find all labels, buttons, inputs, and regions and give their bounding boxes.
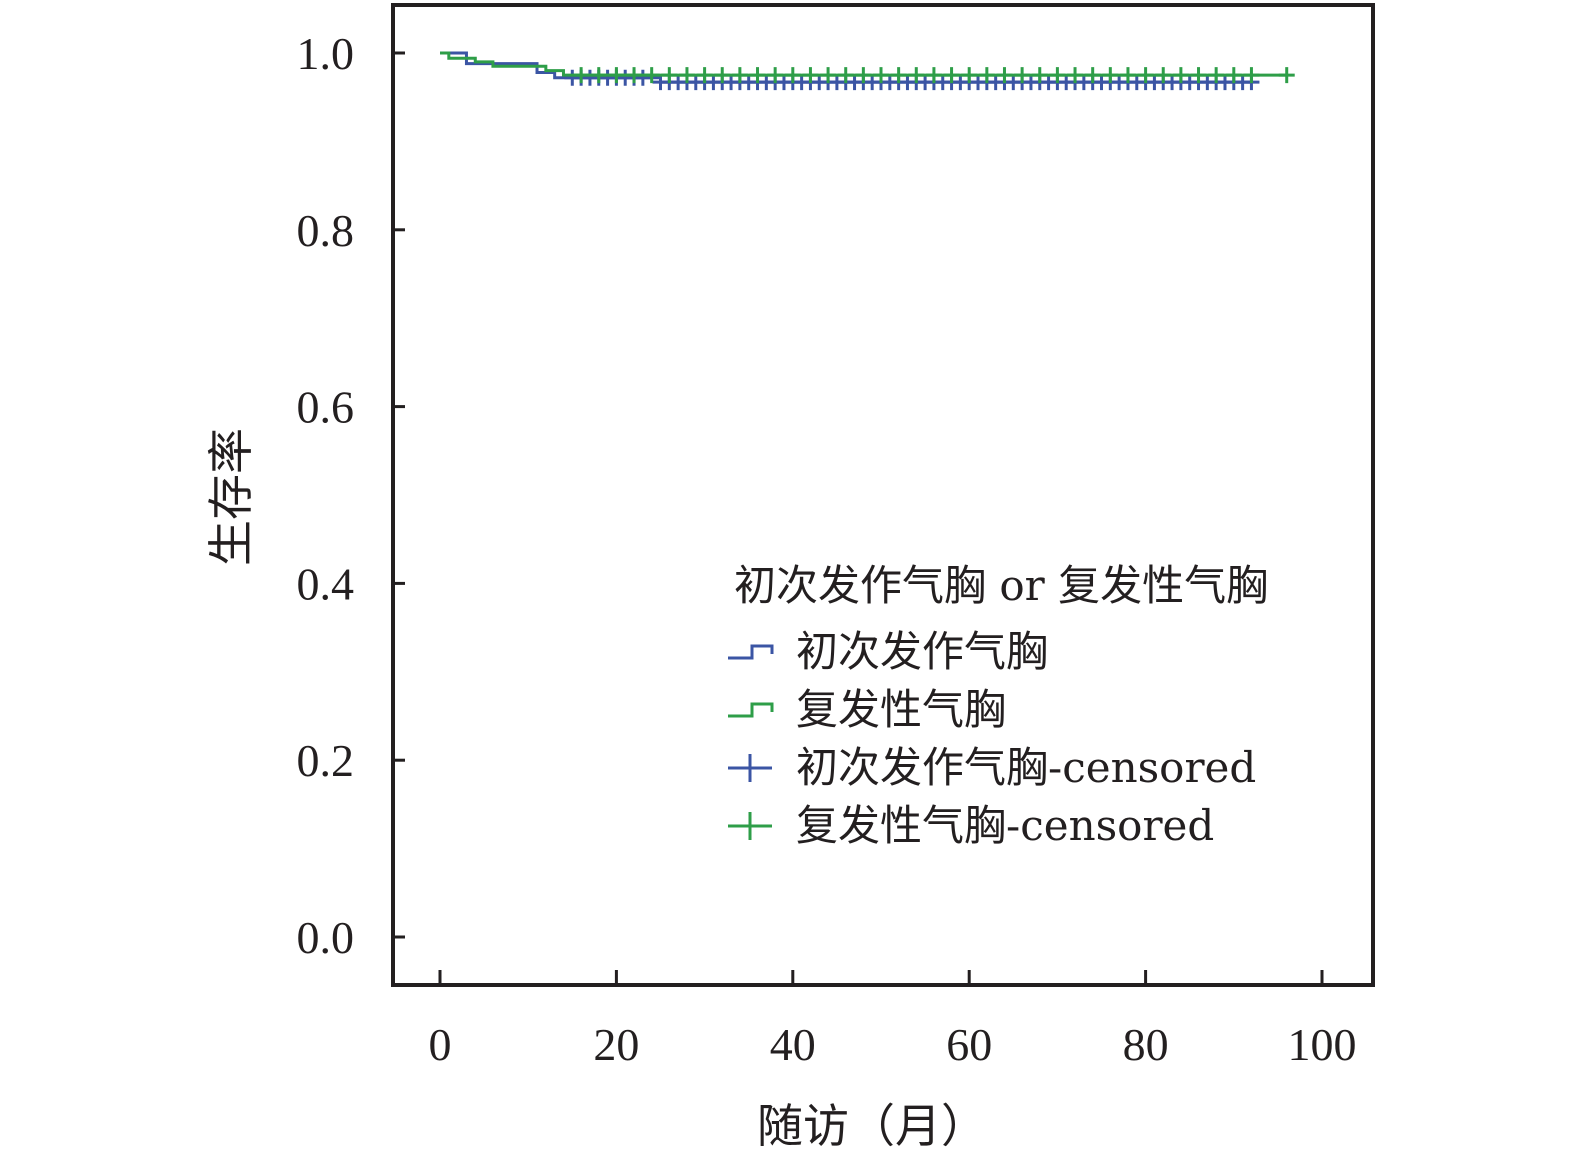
censor-mark: [908, 67, 925, 84]
legend: 初次发作气胸 or 复发性气胸 初次发作气胸复发性气胸初次发作气胸-censor…: [728, 561, 1268, 850]
legend-label: 复发性气胸: [796, 685, 1006, 734]
censor-mark: [608, 67, 625, 84]
legend-label: 初次发作气胸: [796, 627, 1048, 676]
censor-mark: [784, 67, 801, 84]
censor-mark: [767, 67, 784, 84]
x-axis-title: 随访（月）: [757, 1099, 987, 1153]
censor-mark: [626, 67, 643, 84]
y-tick-label: 0.8: [297, 205, 355, 256]
legend-entry: 复发性气胸: [728, 685, 1006, 734]
y-tick-label: 0.0: [297, 912, 355, 963]
censor-mark: [714, 67, 731, 84]
y-tick-label: 1.0: [297, 28, 355, 79]
legend-label: 复发性气胸-censored: [796, 801, 1214, 850]
y-axis-title: 生存率: [204, 428, 258, 566]
censor-mark: [590, 67, 607, 84]
survival-step-line: [440, 51, 1287, 77]
censor-mark: [1278, 67, 1295, 84]
censor-mark: [873, 67, 889, 84]
y-tick-label: 0.2: [297, 735, 355, 786]
censor-mark: [678, 67, 695, 84]
censor-mark: [943, 67, 960, 84]
censor-mark: [1049, 67, 1066, 84]
censor-mark: [731, 67, 748, 84]
censor-mark: [855, 67, 872, 84]
censor-mark: [1190, 67, 1207, 84]
censor-mark: [1102, 67, 1119, 84]
legend-entry: 复发性气胸-censored: [728, 801, 1214, 850]
legend-step-symbol: [728, 644, 774, 660]
y-axis: 0.0 0.2 0.4 0.6 0.8 1.0: [297, 28, 405, 963]
censor-mark: [661, 67, 678, 84]
x-axis: 0 20 40 60 80 100: [429, 970, 1357, 1070]
censor-mark: [978, 67, 995, 84]
censor-mark: [996, 67, 1013, 84]
censor-mark: [1208, 67, 1225, 84]
censor-mark: [1119, 67, 1136, 84]
y-tick-label: 0.6: [297, 382, 355, 433]
y-tick-label: 0.4: [297, 558, 355, 609]
legend-title: 初次发作气胸 or 复发性气胸: [734, 561, 1268, 610]
x-tick-label: 20: [593, 1019, 639, 1070]
censor-mark: [643, 67, 660, 84]
legend-plus-symbol: [728, 812, 772, 840]
x-tick-label: 40: [770, 1019, 816, 1070]
censor-mark: [1155, 67, 1172, 84]
censor-mark: [802, 67, 819, 84]
censor-mark: [696, 67, 713, 84]
x-tick-label: 0: [429, 1019, 452, 1070]
legend-plus-symbol: [728, 754, 772, 782]
series-2: [440, 51, 1295, 84]
censor-mark: [925, 67, 942, 84]
censor-mark: [1225, 67, 1242, 84]
censor-mark: [890, 67, 907, 84]
censor-mark: [837, 67, 854, 84]
censor-mark: [1014, 67, 1031, 84]
x-tick-label: 80: [1123, 1019, 1169, 1070]
legend-entry: 初次发作气胸-censored: [728, 743, 1256, 792]
legend-label: 初次发作气胸-censored: [796, 743, 1256, 792]
plot-frame: [391, 3, 1375, 987]
censor-mark: [1084, 67, 1101, 84]
legend-entry: 初次发作气胸: [728, 627, 1048, 676]
censor-mark: [573, 67, 590, 84]
censor-mark: [1067, 67, 1084, 84]
censor-mark: [749, 67, 766, 84]
censor-mark: [820, 67, 837, 84]
censor-mark: [1137, 67, 1154, 84]
x-tick-label: 60: [946, 1019, 992, 1070]
censor-mark: [961, 67, 978, 84]
x-tick-label: 100: [1288, 1019, 1357, 1070]
censor-mark: [1243, 67, 1260, 84]
censor-mark: [634, 69, 651, 86]
legend-step-symbol: [728, 702, 774, 718]
censor-mark: [1031, 67, 1048, 84]
censor-mark: [1172, 67, 1189, 84]
series-layer: [440, 51, 1295, 91]
